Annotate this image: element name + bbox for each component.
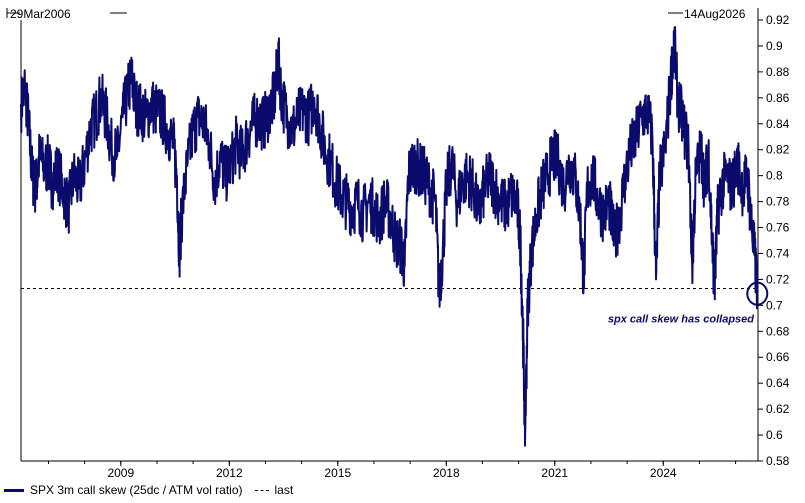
y-tick-label: 0.82: [766, 143, 790, 157]
y-tick-label: 0.8: [766, 169, 783, 183]
legend-swatch-series: [4, 488, 24, 492]
series-line-spx-call-skew: [20, 26, 759, 447]
y-tick-label: 0.9: [766, 39, 783, 53]
x-tick-label: 2015: [324, 466, 351, 480]
y-tick-label: 0.66: [766, 350, 790, 364]
y-tick-label: 0.74: [766, 246, 790, 260]
x-tick-label: 2024: [650, 466, 677, 480]
y-tick-label: 0.86: [766, 91, 790, 105]
axes-layer: 0.58 0.6 0.62 0.64 0.66 0.68 0.7 0.72 0.74 0.76 0.…: [47, 13, 790, 480]
x-tick-label: 2012: [216, 466, 243, 480]
annotation-text: spx call skew has collapsed: [608, 313, 754, 325]
y-tick-label: 0.88: [766, 65, 790, 79]
start-date-label: 29Mar2006: [10, 7, 71, 21]
legend-swatch-last: [254, 489, 269, 491]
y-tick-label: 0.76: [766, 221, 790, 235]
y-tick-label: 0.6: [766, 428, 783, 442]
series-layer: [20, 26, 769, 447]
annotation-circle: [746, 281, 769, 306]
y-tick-label: 0.84: [766, 117, 790, 131]
y-tick-label: 0.92: [766, 13, 790, 27]
legend-label-last: last: [274, 483, 294, 497]
y-tick-label: 0.72: [766, 272, 790, 286]
x-tick-label: 2021: [541, 466, 568, 480]
y-tick-label: 0.7: [766, 298, 783, 312]
x-tick-label: 2018: [433, 466, 460, 480]
y-tick-label: 0.78: [766, 195, 790, 209]
legend-label-series: SPX 3m call skew (25dc / ATM vol ratio): [30, 483, 243, 497]
y-tick-label: 0.58: [766, 454, 790, 468]
end-date-label: 14Aug2026: [684, 7, 746, 21]
x-tick-label: 2009: [107, 466, 134, 480]
y-tick-label: 0.68: [766, 324, 790, 338]
y-tick-label: 0.64: [766, 376, 790, 390]
legend: SPX 3m call skew (25dc / ATM vol ratio) …: [4, 483, 293, 497]
y-tick-label: 0.62: [766, 402, 790, 416]
